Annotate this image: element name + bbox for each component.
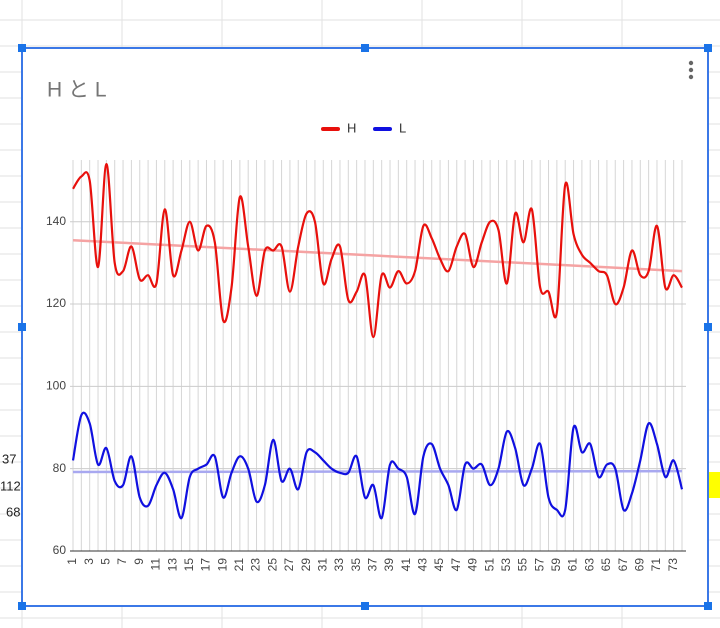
cell-value: 68 <box>6 504 20 519</box>
series-line <box>71 411 684 520</box>
x-tick-label: 73 <box>666 558 680 572</box>
x-tick-label: 63 <box>582 558 596 572</box>
x-tick-label: 55 <box>516 558 530 572</box>
y-tick-label: 120 <box>46 296 66 310</box>
x-tick-label: 51 <box>482 558 496 572</box>
cell-value: 112 <box>0 478 21 493</box>
x-tick-label: 7 <box>115 558 129 565</box>
x-tick-label: 61 <box>566 558 580 572</box>
chart-title: H と L <box>47 79 107 102</box>
x-tick-label: 59 <box>549 558 563 572</box>
x-tick-label: 37 <box>366 558 380 572</box>
x-tick-label: 27 <box>282 558 296 572</box>
x-tick-label: 23 <box>249 558 263 572</box>
x-tick-label: 31 <box>315 558 329 572</box>
x-tick-label: 65 <box>599 558 613 572</box>
x-tick-label: 9 <box>132 558 146 565</box>
x-tick-label: 39 <box>382 558 396 572</box>
highlighted-cell <box>708 472 720 498</box>
x-tick-label: 25 <box>265 558 279 572</box>
x-tick-label: 3 <box>82 558 96 565</box>
x-tick-label: 5 <box>99 558 113 565</box>
trendline <box>72 239 683 273</box>
chart-menu[interactable] <box>688 60 694 80</box>
y-tick-label: 140 <box>46 214 66 228</box>
x-tick-label: 41 <box>399 558 413 572</box>
x-tick-label: 13 <box>165 558 179 572</box>
x-tick-label: 35 <box>349 558 363 572</box>
x-tick-label: 11 <box>149 558 163 571</box>
x-tick-label: 19 <box>215 558 229 572</box>
x-tick-label: 69 <box>632 558 646 572</box>
x-tick-label: 49 <box>466 558 480 572</box>
legend-label: L <box>399 120 406 135</box>
x-tick-label: 33 <box>332 558 346 572</box>
cell-value: 37 <box>2 451 16 466</box>
x-tick-label: 29 <box>299 558 313 572</box>
x-tick-label: 1 <box>65 558 79 565</box>
resize-handles <box>18 44 712 610</box>
x-tick-label: 67 <box>616 558 630 572</box>
x-tick-label: 57 <box>532 558 546 572</box>
series-line <box>72 163 683 339</box>
x-tick-label: 43 <box>416 558 430 572</box>
x-tick-label: 53 <box>499 558 513 572</box>
x-tick-label: 45 <box>432 558 446 572</box>
x-tick-label: 17 <box>199 558 213 572</box>
y-tick-label: 100 <box>46 379 66 393</box>
legend-label: H <box>347 120 356 135</box>
x-tick-label: 71 <box>649 558 663 572</box>
y-tick-label: 80 <box>53 461 67 475</box>
y-tick-label: 60 <box>53 543 67 557</box>
trendline <box>72 469 683 474</box>
x-tick-label: 47 <box>449 558 463 572</box>
x-tick-label: 15 <box>182 558 196 572</box>
x-tick-label: 21 <box>232 558 246 572</box>
